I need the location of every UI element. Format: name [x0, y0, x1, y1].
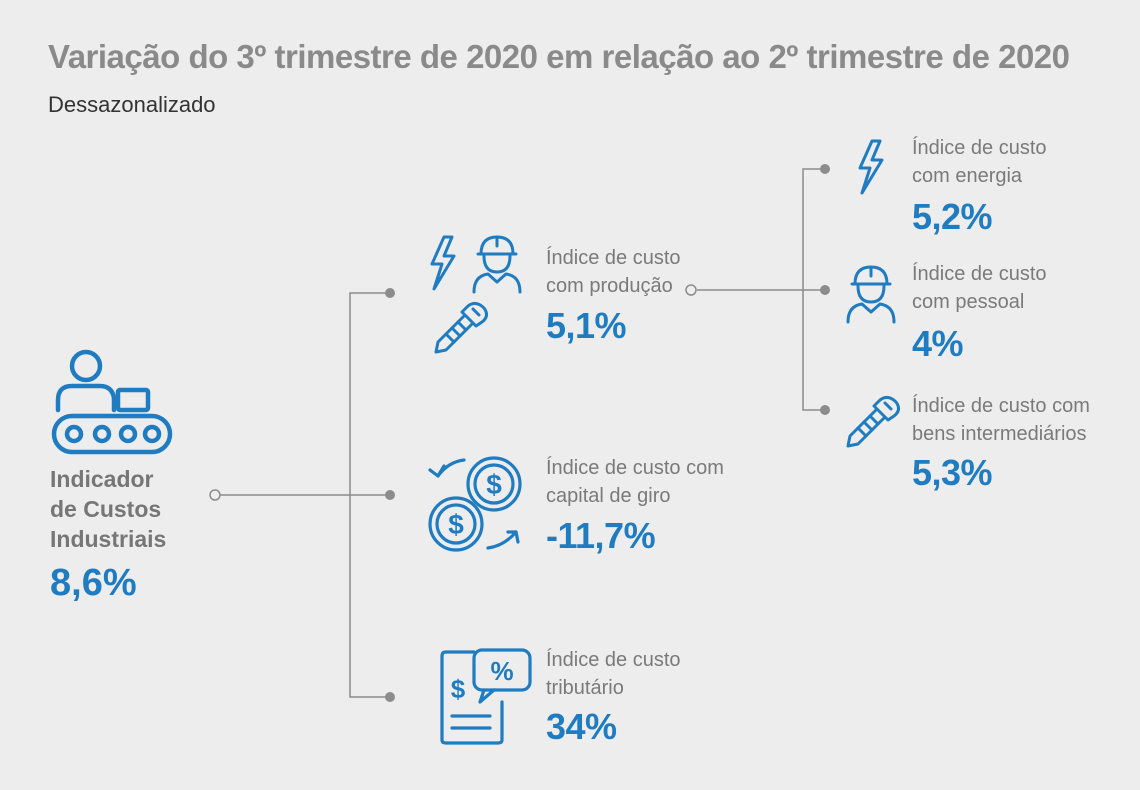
tributario-value: 34% [546, 706, 617, 747]
energia-value: 5,2% [912, 196, 993, 237]
producao-label-line: com produção [546, 275, 673, 297]
intermediarios-value: 5,3% [912, 452, 993, 493]
pessoal-label-line: Índice de custo [912, 263, 1047, 285]
energia-label-line: com energia [912, 165, 1023, 187]
producao-label: Índice de custo com produção [546, 244, 681, 300]
root-label-line: de Custos [50, 496, 162, 522]
pessoal-label-line: com pessoal [912, 291, 1025, 313]
page-subtitle: Dessazonalizado [48, 92, 216, 117]
tributario-label-line: Índice de custo [546, 649, 681, 671]
tributario-label-line: tributário [546, 677, 624, 699]
root-label-line: Industriais [50, 526, 167, 552]
tributario-label: Índice de custo tributário [546, 646, 681, 702]
intermediarios-label-line: bens intermediários [912, 423, 1087, 445]
factory-conveyor-icon [51, 349, 173, 455]
worker-icon [846, 265, 896, 324]
capital-label: Índice de custo com capital de giro [546, 454, 724, 510]
pessoal-label: Índice de custo com pessoal [912, 260, 1047, 316]
pessoal-value: 4% [912, 323, 964, 364]
root-label: Indicador de Custos Industriais [50, 464, 166, 554]
worker-icon [472, 235, 522, 294]
capital-label-line: Índice de custo com [546, 457, 724, 479]
producao-value: 5,1% [546, 305, 627, 346]
capital-label-line: capital de giro [546, 485, 671, 507]
svg-text:$: $ [451, 674, 466, 704]
svg-text:%: % [490, 656, 513, 686]
svg-text:$: $ [448, 509, 464, 540]
screw-icon [846, 395, 901, 448]
energia-label-line: Índice de custo [912, 137, 1047, 159]
producao-label-line: Índice de custo [546, 247, 681, 269]
intermediarios-label-line: Índice de custo com [912, 395, 1090, 417]
root-value: 8,6% [50, 562, 137, 604]
page-title: Variação do 3º trimestre de 2020 em rela… [48, 38, 1070, 75]
root-label-line: Indicador [50, 466, 154, 492]
intermediarios-label: Índice de custo com bens intermediários [912, 392, 1090, 448]
energia-label: Índice de custo com energia [912, 134, 1047, 190]
lightning-icon [430, 235, 456, 291]
capital-value: -11,7% [546, 515, 656, 556]
screw-icon [434, 301, 489, 354]
lightning-icon [858, 139, 884, 195]
money-cycle-icon: $ $ [428, 456, 522, 552]
svg-text:$: $ [486, 469, 502, 500]
tax-document-icon: % $ [440, 648, 532, 745]
